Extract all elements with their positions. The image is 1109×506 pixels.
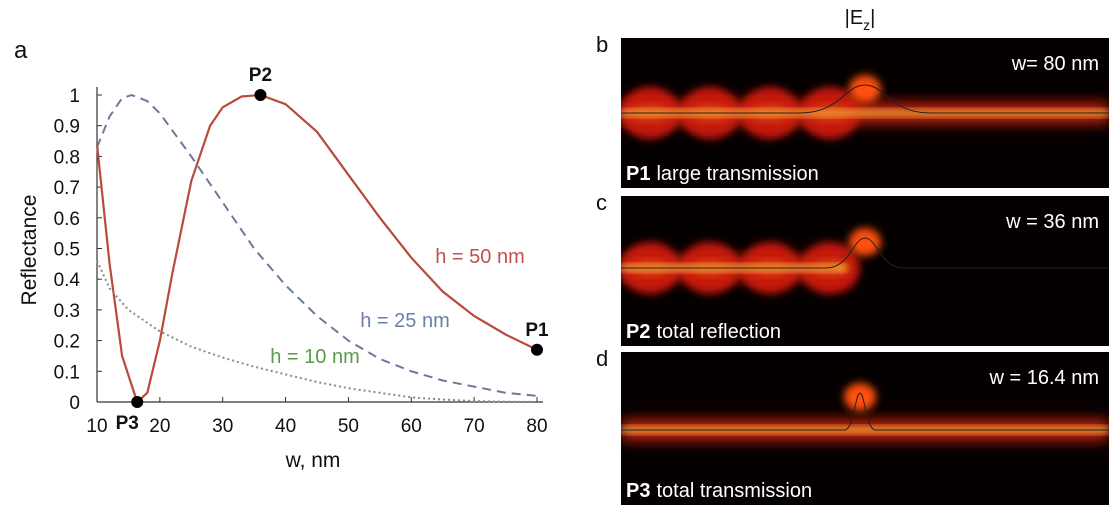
field-panel: b w= 80 nm P1 large transmission (596, 32, 1109, 188)
interface-line (621, 237, 1109, 269)
caption-text: total transmission (656, 480, 812, 502)
x-tick-label: 10 (86, 416, 107, 437)
point-label: P2 (249, 65, 272, 86)
field-core (621, 110, 1109, 116)
y-tick-label: 1 (69, 86, 80, 107)
caption-tag: P1 (626, 163, 650, 185)
panel-letter: a (14, 37, 28, 64)
y-tick-label: 0.1 (54, 362, 80, 383)
y-axis-title: Reflectance (18, 195, 41, 306)
field-glow (621, 228, 1109, 294)
y-tick-label: 0.5 (54, 240, 80, 261)
panel-letter: d (596, 346, 608, 371)
bump-glow (849, 228, 881, 256)
point-label: P1 (525, 320, 549, 341)
point-marker (531, 343, 543, 356)
caption-tag: P2 (626, 321, 650, 343)
field-header-suffix: | (870, 7, 875, 29)
bump-glow (844, 383, 876, 411)
field-glow (621, 75, 1109, 139)
field-header: |Ez| (845, 7, 876, 33)
field-header-text: |E (845, 7, 864, 29)
point-marker (131, 396, 144, 408)
y-tick-label: 0.2 (54, 332, 80, 353)
x-tick-label: 40 (275, 416, 296, 437)
panel-caption: P1 large transmission (626, 163, 819, 185)
x-tick-label: 60 (401, 416, 422, 437)
y-tick-label: 0.6 (54, 209, 80, 230)
field-panel: d w = 16.4 nm P3 total transmission (596, 346, 1109, 505)
series-label: h = 50 nm (435, 246, 525, 268)
field-core (621, 427, 1109, 433)
x-tick-label: 30 (212, 416, 233, 437)
field-header-subscript: z (863, 17, 870, 33)
y-tick-label: 0.9 (54, 117, 80, 138)
point-label: P3 (116, 413, 139, 434)
width-label: w = 16.4 nm (988, 367, 1099, 389)
y-tick-label: 0.8 (54, 147, 80, 168)
caption-tag: P3 (626, 480, 650, 502)
x-tick-label: 80 (526, 416, 547, 437)
y-tick-label: 0.3 (54, 301, 80, 322)
panel-letter: c (596, 190, 607, 215)
y-tick-label: 0.4 (54, 270, 81, 291)
y-tick-label: 0 (69, 393, 80, 414)
series-line (96, 260, 538, 403)
series-line (96, 93, 538, 397)
panel-caption: P3 total transmission (626, 480, 812, 502)
bump-glow (849, 75, 881, 103)
caption-text: large transmission (656, 163, 818, 185)
caption-text: total reflection (656, 321, 781, 343)
interface-line (621, 392, 1109, 431)
x-tick-label: 20 (149, 416, 170, 437)
interface-line (621, 84, 1109, 114)
x-tick-label: 50 (338, 416, 359, 437)
width-label: w= 80 nm (1011, 53, 1099, 75)
field-panel: c w = 36 nm P2 total reflection (596, 190, 1109, 346)
panel-caption: P2 total reflection (626, 321, 781, 343)
field-glow (621, 383, 1109, 440)
series-label: h = 25 nm (360, 310, 450, 332)
point-marker (254, 89, 267, 101)
panel-letter: b (596, 32, 608, 57)
width-label: w = 36 nm (1005, 211, 1099, 233)
y-tick-label: 0.7 (54, 178, 80, 199)
x-tick-label: 70 (464, 416, 485, 437)
x-axis-title: w, nm (285, 449, 341, 472)
series-label: h = 10 nm (270, 346, 360, 368)
